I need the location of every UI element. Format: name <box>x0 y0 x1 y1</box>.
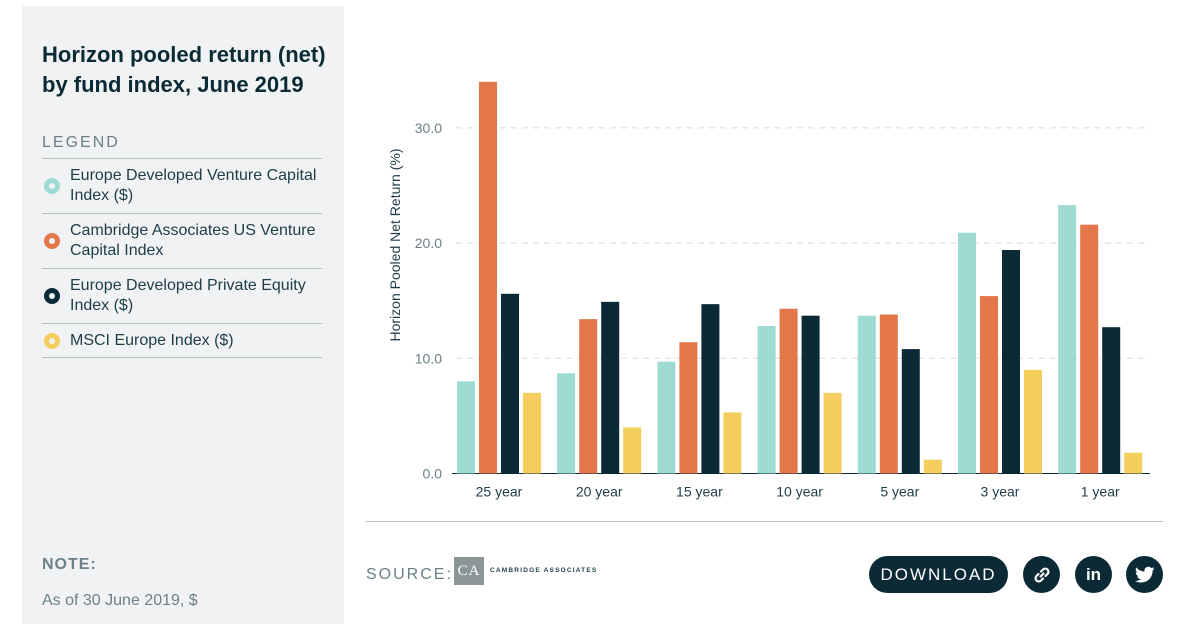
legend-item: Europe Developed Venture Capital Index (… <box>42 159 322 214</box>
bar[interactable] <box>657 361 676 474</box>
bar[interactable] <box>857 315 876 474</box>
bar[interactable] <box>1058 205 1077 474</box>
y-tick-label: 0.0 <box>423 466 443 482</box>
bar[interactable] <box>479 81 497 474</box>
bar[interactable] <box>757 326 776 474</box>
axis-labels: 0.0 10.0 20.0 30.0 25 year 20 year 15 year 10 y… <box>415 120 1120 500</box>
download-button[interactable]: DOWNLOAD <box>869 556 1008 593</box>
source-label: SOURCE: <box>366 566 453 583</box>
bar[interactable] <box>679 342 698 474</box>
y-tick-label: 20.0 <box>415 235 442 251</box>
bar[interactable] <box>1024 369 1042 474</box>
bar[interactable] <box>823 392 842 474</box>
bar[interactable] <box>701 304 720 474</box>
grid-lines <box>452 127 1150 474</box>
legend-item: Cambridge Associates US Venture Capital … <box>42 214 322 269</box>
sidebar-panel: Horizon pooled return (net) by fund inde… <box>22 6 344 624</box>
bar[interactable] <box>779 308 798 474</box>
x-tick-label: 10 year <box>776 484 823 500</box>
bar[interactable] <box>879 314 898 474</box>
twitter-share-button[interactable] <box>1126 556 1163 593</box>
bar[interactable] <box>801 315 820 474</box>
y-tick-label: 10.0 <box>415 350 442 366</box>
legend-item: Europe Developed Private Equity Index ($… <box>42 269 322 324</box>
legend-swatch-icon <box>44 288 60 304</box>
cambridge-logo-name: CAMBRIDGE ASSOCIATES <box>490 567 598 574</box>
x-tick-label: 3 year <box>981 484 1020 500</box>
legend-label: Europe Developed Private Equity Index ($… <box>70 277 306 314</box>
bar[interactable] <box>1080 224 1099 474</box>
legend-label: Cambridge Associates US Venture Capital … <box>70 222 316 259</box>
bar[interactable] <box>1124 452 1143 474</box>
bar[interactable] <box>601 301 620 474</box>
bar-chart: 0.0 10.0 20.0 30.0 25 year 20 year 15 year 10 y… <box>387 81 1150 500</box>
bars <box>457 81 1143 474</box>
x-tick-label: 25 year <box>476 484 523 500</box>
note-text: As of 30 June 2019, $ <box>42 592 198 609</box>
twitter-icon <box>1134 566 1155 582</box>
legend: Europe Developed Venture Capital Index (… <box>42 158 322 358</box>
bar[interactable] <box>557 373 576 474</box>
legend-heading: LEGEND <box>42 134 120 151</box>
bar[interactable] <box>1102 327 1121 474</box>
bar[interactable] <box>958 232 976 474</box>
linkedin-share-button[interactable]: in <box>1075 556 1112 593</box>
chart-title: Horizon pooled return (net) by fund inde… <box>42 42 326 97</box>
legend-swatch-icon <box>44 332 60 349</box>
legend-swatch-icon <box>44 178 60 194</box>
bar[interactable] <box>457 381 475 474</box>
bar[interactable] <box>623 427 642 474</box>
bar[interactable] <box>923 459 942 474</box>
link-icon <box>1033 566 1050 583</box>
bar[interactable] <box>723 412 742 474</box>
bar[interactable] <box>501 293 519 474</box>
copy-link-button[interactable] <box>1023 556 1060 593</box>
x-tick-label: 20 year <box>576 484 623 500</box>
x-tick-label: 1 year <box>1081 484 1120 500</box>
footer-divider <box>366 521 1163 522</box>
cambridge-logo-icon: CA <box>454 557 484 585</box>
bar[interactable] <box>579 319 598 474</box>
bar[interactable] <box>523 392 541 474</box>
legend-label: MSCI Europe Index ($) <box>70 331 234 349</box>
x-tick-label: 15 year <box>676 484 723 500</box>
bar[interactable] <box>1002 250 1020 474</box>
x-tick-label: 5 year <box>880 484 919 500</box>
legend-item: MSCI Europe Index ($) <box>42 324 322 358</box>
bar[interactable] <box>901 349 920 474</box>
y-tick-label: 30.0 <box>415 120 442 136</box>
y-axis-title: Horizon Pooled Net Return (%) <box>387 149 403 342</box>
note-heading: NOTE: <box>42 556 97 573</box>
legend-swatch-icon <box>44 233 60 249</box>
legend-label: Europe Developed Venture Capital Index (… <box>70 167 317 204</box>
linkedin-icon: in <box>1085 564 1102 584</box>
bar[interactable] <box>980 296 998 474</box>
